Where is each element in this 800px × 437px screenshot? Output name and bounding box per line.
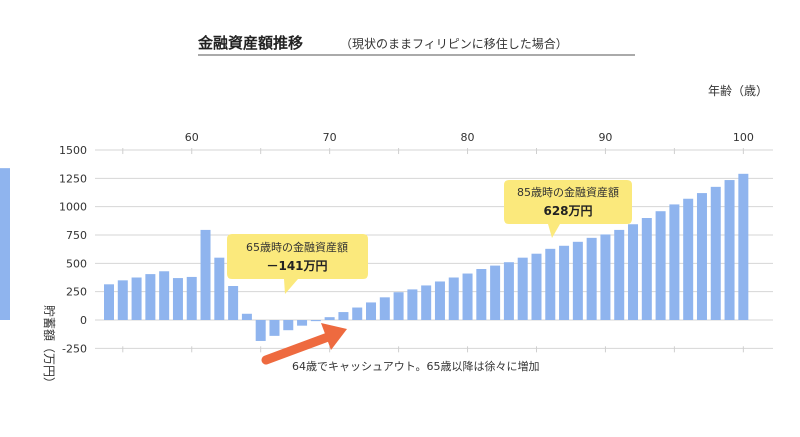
y-ticks: 1500 1250 1000 750 500 250 0 -250: [59, 144, 87, 355]
callout-age-85: 85歳時の金融資産額 628万円: [504, 180, 632, 238]
chart-title: 金融資産額推移: [197, 34, 303, 52]
callout-age-65: 65歳時の金融資産額 －141万円: [227, 234, 368, 294]
bar: [393, 292, 404, 320]
y-axis-label: 貯蓄額（万円）: [42, 305, 56, 389]
bar: [490, 265, 501, 320]
bar: [172, 278, 183, 320]
bar: [559, 245, 570, 320]
y-tick-label: 1000: [59, 201, 87, 214]
bar: [269, 320, 280, 336]
bar: [310, 320, 321, 322]
bar: [655, 211, 666, 320]
bar: [421, 285, 432, 320]
chart-subtitle: （現状のままフィリピンに移住した場合）: [340, 36, 568, 51]
bar: [104, 284, 114, 320]
bars: [0, 168, 749, 341]
y-tick-label: -250: [62, 342, 87, 355]
bar: [0, 168, 10, 320]
bar: [628, 224, 639, 320]
bar: [600, 234, 611, 320]
bar: [503, 262, 514, 320]
bar: [476, 269, 487, 320]
bar: [131, 277, 142, 320]
x-axis-label: 年齢（歳）: [708, 83, 768, 98]
callout-bubble: [504, 180, 632, 238]
bar: [710, 186, 721, 320]
bar: [434, 281, 445, 320]
x-tick-label: 60: [185, 131, 199, 144]
arrow-shaft: [261, 332, 333, 365]
arrow-head: [321, 323, 347, 350]
x-tick-label: 100: [733, 131, 754, 144]
callout-label: 85歳時の金融資産額: [517, 185, 619, 199]
y-tick-label: 1500: [59, 144, 87, 157]
bar: [297, 320, 308, 326]
bar: [241, 313, 252, 320]
bar: [738, 173, 749, 320]
bar: [283, 320, 294, 331]
bar: [614, 229, 625, 320]
bar: [462, 273, 473, 320]
bar: [200, 229, 211, 320]
x-tick-label: 80: [461, 131, 475, 144]
bar: [531, 253, 542, 320]
bar: [159, 271, 170, 320]
bar: [255, 320, 266, 341]
y-tick-label: 750: [66, 229, 87, 242]
bar: [641, 218, 652, 320]
bar: [338, 312, 349, 320]
cashout-arrow: [261, 323, 347, 365]
bar: [366, 302, 377, 320]
bar: [448, 277, 459, 320]
bar: [724, 180, 735, 320]
bar: [407, 289, 418, 320]
x-ticks: 60 70 80 90 100: [185, 131, 754, 144]
x-tick-label: 90: [598, 131, 612, 144]
bar: [669, 204, 680, 320]
callout-value: －141万円: [266, 259, 327, 273]
bar: [379, 297, 390, 320]
x-tick-label: 70: [323, 131, 337, 144]
y-tick-label: 0: [80, 314, 87, 327]
bar: [545, 248, 556, 320]
bar: [228, 286, 239, 320]
bar: [186, 276, 197, 320]
bar: [117, 280, 128, 320]
bar: [683, 198, 694, 320]
bar: [696, 193, 707, 320]
y-tick-label: 1250: [59, 172, 87, 185]
cashout-note: 64歳でキャッシュアウト。65歳以降は徐々に増加: [292, 359, 540, 373]
callout-value: 628万円: [543, 204, 592, 218]
bar: [324, 317, 335, 320]
callout-bubble: [227, 234, 368, 294]
callout-label: 65歳時の金融資産額: [246, 240, 348, 254]
bar: [586, 237, 597, 320]
bar: [214, 257, 225, 320]
bar: [572, 241, 583, 320]
bar: [352, 307, 363, 320]
y-tick-label: 250: [66, 286, 87, 299]
y-tick-label: 500: [66, 257, 87, 270]
bar: [517, 257, 528, 320]
bar: [145, 274, 156, 320]
